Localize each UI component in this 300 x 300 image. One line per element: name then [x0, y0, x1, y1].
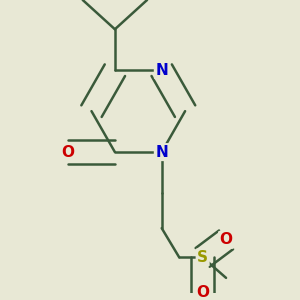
- Text: N: N: [155, 63, 168, 78]
- Text: O: O: [61, 145, 75, 160]
- Text: S: S: [197, 250, 208, 265]
- Text: N: N: [155, 145, 168, 160]
- Text: O: O: [196, 285, 209, 300]
- Text: O: O: [220, 232, 232, 247]
